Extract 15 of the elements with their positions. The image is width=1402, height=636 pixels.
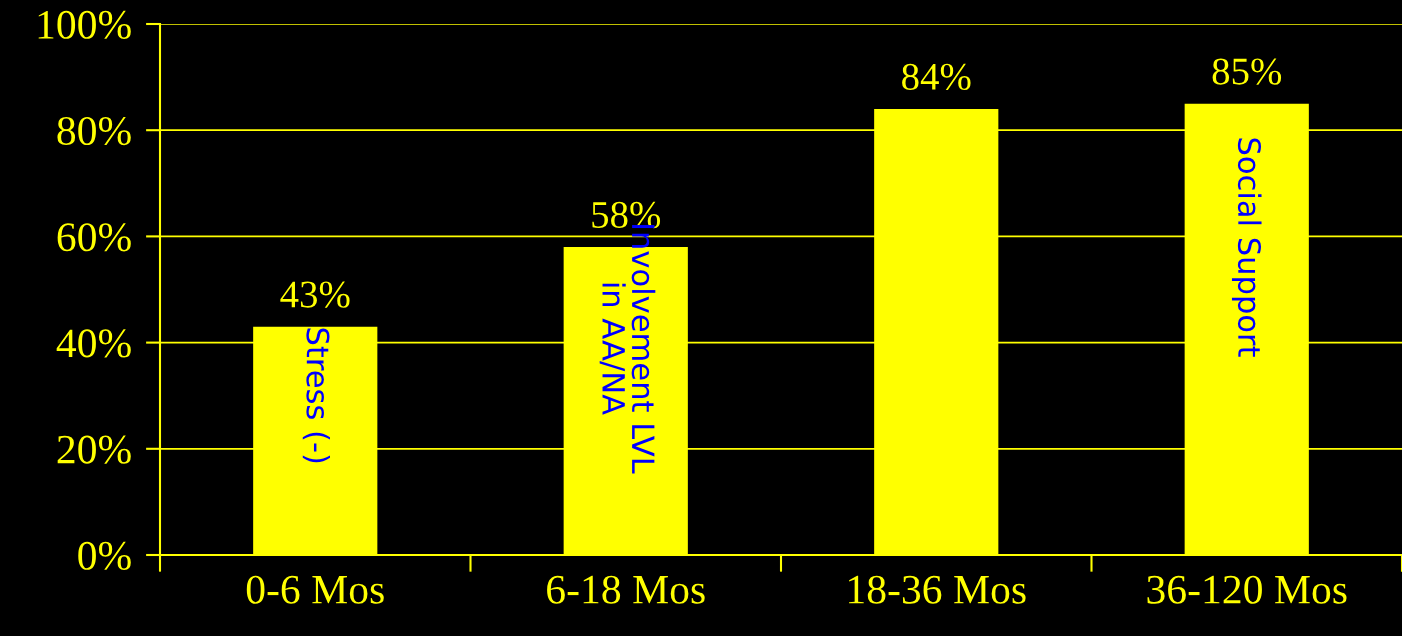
x-tick-label: 18-36 Mos (849, 575, 1026, 604)
x-tick-label: 6-18 Mos (547, 575, 705, 604)
annotation: Social Support (1231, 138, 1262, 357)
y-tick-label: 60% (57, 223, 131, 252)
data-label: 84% (902, 63, 971, 91)
data-label: 43% (280, 281, 350, 308)
annotation: Stress (-) (302, 328, 330, 463)
y-tick-label: 100% (38, 10, 131, 39)
y-tick-label: 80% (57, 116, 131, 146)
x-tick-label: 0-6 Mos (246, 575, 384, 604)
x-tick-label: 36-120 Mos (1147, 575, 1347, 604)
y-tick-label: 20% (57, 435, 131, 464)
y-tick-label: 40% (56, 329, 131, 358)
data-label: 85% (1212, 58, 1282, 85)
y-tick-label: 0% (78, 541, 131, 570)
